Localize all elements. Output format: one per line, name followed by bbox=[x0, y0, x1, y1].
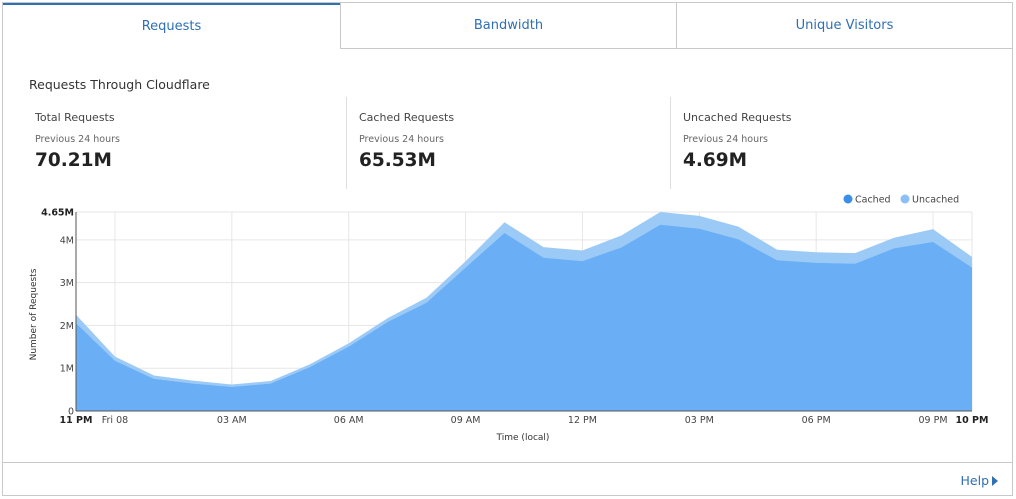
x-tick-label: 03 AM bbox=[217, 415, 247, 426]
requests-area-chart: 0 1M 2M 3M 4M 4.65M 11 PM Fri 08 03 AM 06 AM 09 AM… bbox=[29, 194, 989, 443]
stat-period: Previous 24 hours bbox=[683, 134, 768, 145]
x-tick-label: Fri 08 bbox=[102, 415, 128, 426]
legend-swatch-cached bbox=[843, 194, 853, 204]
stat-label: Cached Requests bbox=[359, 111, 455, 124]
x-tick-label: 12 PM bbox=[568, 415, 597, 426]
y-axis-title: Number of Requests bbox=[29, 268, 39, 360]
tab-bar: Requests Bandwidth Unique Visitors bbox=[3, 3, 1012, 49]
x-tick-label: 09 AM bbox=[451, 415, 481, 426]
x-tick-label: 03 PM bbox=[685, 415, 714, 426]
x-tick-label: 06 PM bbox=[802, 415, 831, 426]
help-link[interactable]: Help bbox=[960, 473, 998, 488]
stat-value: 65.53M bbox=[359, 150, 436, 171]
legend-swatch-uncached bbox=[900, 194, 910, 204]
x-tick-label: 11 PM bbox=[60, 415, 93, 426]
y-tick-label: 4.65M bbox=[41, 208, 74, 219]
legend-label-cached: Cached bbox=[855, 195, 891, 206]
y-tick-label: 2M bbox=[60, 321, 74, 332]
y-tick-label: 4M bbox=[60, 235, 74, 246]
x-tick-label: 06 AM bbox=[334, 415, 364, 426]
stat-period: Previous 24 hours bbox=[359, 134, 444, 145]
stat-label: Uncached Requests bbox=[683, 111, 792, 124]
caret-right-icon bbox=[992, 475, 998, 486]
legend-label-uncached: Uncached bbox=[912, 195, 959, 206]
help-label: Help bbox=[960, 473, 990, 488]
stat-value: 70.21M bbox=[35, 150, 112, 171]
tab-unique-visitors[interactable]: Unique Visitors bbox=[676, 3, 1012, 49]
x-tick-label: 10 PM bbox=[956, 415, 989, 426]
x-axis-title: Time (local) bbox=[496, 433, 550, 443]
y-tick-label: 3M bbox=[60, 278, 74, 289]
y-tick-label: 1M bbox=[60, 364, 74, 375]
stat-period: Previous 24 hours bbox=[35, 134, 120, 145]
footer-divider bbox=[3, 462, 1012, 463]
y-tick-label: 0 bbox=[68, 407, 74, 418]
stat-value: 4.69M bbox=[683, 150, 748, 171]
stat-total-requests: Total Requests Previous 24 hours 70.21M bbox=[23, 97, 343, 189]
stat-label: Total Requests bbox=[35, 111, 115, 124]
x-tick-label: 09 PM bbox=[919, 415, 948, 426]
stat-cached-requests: Cached Requests Previous 24 hours 65.53M bbox=[346, 97, 666, 189]
tab-requests[interactable]: Requests bbox=[3, 3, 340, 49]
series-cached-area bbox=[76, 224, 972, 411]
tab-bandwidth[interactable]: Bandwidth bbox=[340, 3, 676, 49]
stat-uncached-requests: Uncached Requests Previous 24 hours 4.69… bbox=[670, 97, 990, 189]
section-title: Requests Through Cloudflare bbox=[29, 77, 210, 92]
